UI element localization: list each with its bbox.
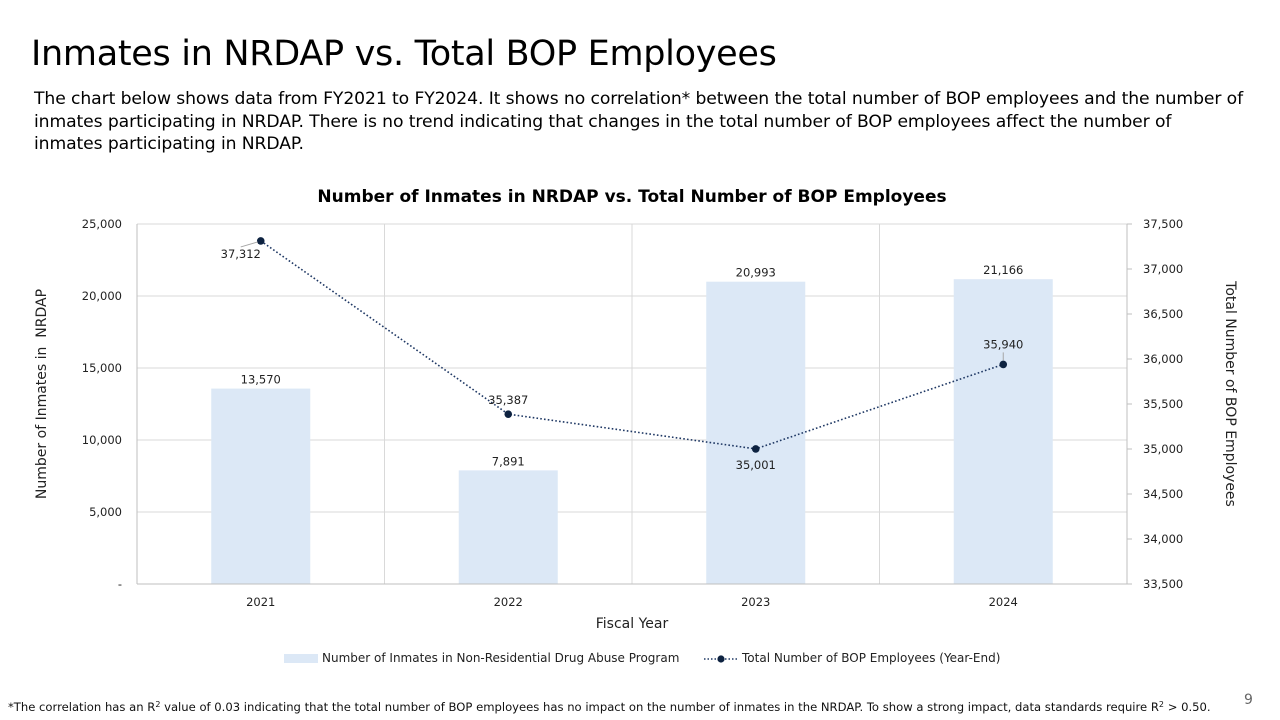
data-labels: 13,570 7,891 20,993 21,166 37,312 35,387 35,00… <box>221 241 1023 472</box>
y-tick-label: 15,000 <box>82 361 122 375</box>
y-tick-label: 20,000 <box>82 289 122 303</box>
footnote-text: value of 0.03 indicating that the total … <box>160 700 1159 714</box>
axes <box>136 223 1132 585</box>
employees-marker-2023 <box>751 445 760 453</box>
page-number: 9 <box>1244 692 1253 708</box>
line-data-label: 37,312 <box>221 247 261 261</box>
y2-tick-label: 37,000 <box>1143 262 1183 276</box>
y2-tick-label: 35,000 <box>1143 442 1183 456</box>
x-tick-label: 2024 <box>989 595 1018 609</box>
y-tick-label: - <box>118 577 122 591</box>
y-axis-label: Number of Inmates in NRDAP <box>34 289 50 499</box>
legend-item-inmates: Number of Inmates in Non-Residential Dru… <box>284 651 679 665</box>
x-axis-label: Fiscal Year <box>596 616 669 632</box>
line-series <box>256 237 1008 453</box>
x-tick-label: 2023 <box>741 595 770 609</box>
bar-data-label: 21,166 <box>983 263 1023 277</box>
y2-tick-label: 33,500 <box>1143 577 1183 591</box>
y2-tick-label: 37,500 <box>1143 217 1183 231</box>
y-tick-label: 10,000 <box>82 433 122 447</box>
legend-line-swatch <box>704 653 738 663</box>
y2-tick-label: 35,500 <box>1143 397 1183 411</box>
bar-data-label: 20,993 <box>736 266 776 280</box>
bar-2022 <box>458 470 558 584</box>
tick-labels: - 5,000 10,000 15,000 20,000 25,000 33,500 34,0… <box>82 217 1184 609</box>
employees-marker-2022 <box>504 410 513 418</box>
footnote: *The correlation has an R2 value of 0.03… <box>8 700 1211 714</box>
bar-data-label: 7,891 <box>492 454 525 468</box>
line-data-label: 35,940 <box>983 337 1023 351</box>
legend-item-employees: Total Number of BOP Employees (Year-End) <box>704 651 1000 665</box>
bar-2023 <box>706 281 806 584</box>
employees-marker-2021 <box>256 237 265 245</box>
footnote-superscript: 2 <box>155 700 161 709</box>
y2-tick-label: 34,000 <box>1143 532 1183 546</box>
footnote-text: *The correlation has an R <box>8 700 156 714</box>
legend-label-employees: Total Number of BOP Employees (Year-End) <box>742 651 1001 665</box>
legend-bar-swatch <box>284 653 318 663</box>
x-tick-label: 2021 <box>246 595 275 609</box>
employees-marker-2024 <box>999 360 1008 369</box>
leader-line <box>240 241 258 248</box>
x-tick-label: 2022 <box>494 595 523 609</box>
line-data-label: 35,387 <box>488 393 528 407</box>
bar-series <box>211 279 1053 584</box>
y2-axis-label: Total Number of BOP Employees <box>1222 280 1238 507</box>
slide-title: Inmates in NRDAP vs. Total BOP Employees <box>31 34 777 74</box>
chart-legend: Number of Inmates in Non-Residential Dru… <box>0 651 1280 669</box>
y2-tick-label: 36,500 <box>1143 307 1183 321</box>
slide-description: The chart below shows data from FY2021 t… <box>34 89 1244 154</box>
bar-data-label: 13,570 <box>241 373 281 387</box>
legend-label-inmates: Number of Inmates in Non-Residential Dru… <box>322 651 680 665</box>
y-tick-label: 5,000 <box>89 505 122 519</box>
employees-line <box>260 240 1004 450</box>
bar-2024 <box>953 279 1053 584</box>
line-data-label: 35,001 <box>736 458 776 472</box>
y2-tick-label: 34,500 <box>1143 487 1183 501</box>
footnote-superscript: 2 <box>1158 700 1165 709</box>
chart-title: Number of Inmates in NRDAP vs. Total Num… <box>317 187 946 207</box>
bar-2021 <box>211 388 311 584</box>
footnote-text: > 0.50. <box>1164 700 1211 714</box>
y2-tick-label: 36,000 <box>1143 352 1183 366</box>
y-tick-label: 25,000 <box>82 217 122 231</box>
